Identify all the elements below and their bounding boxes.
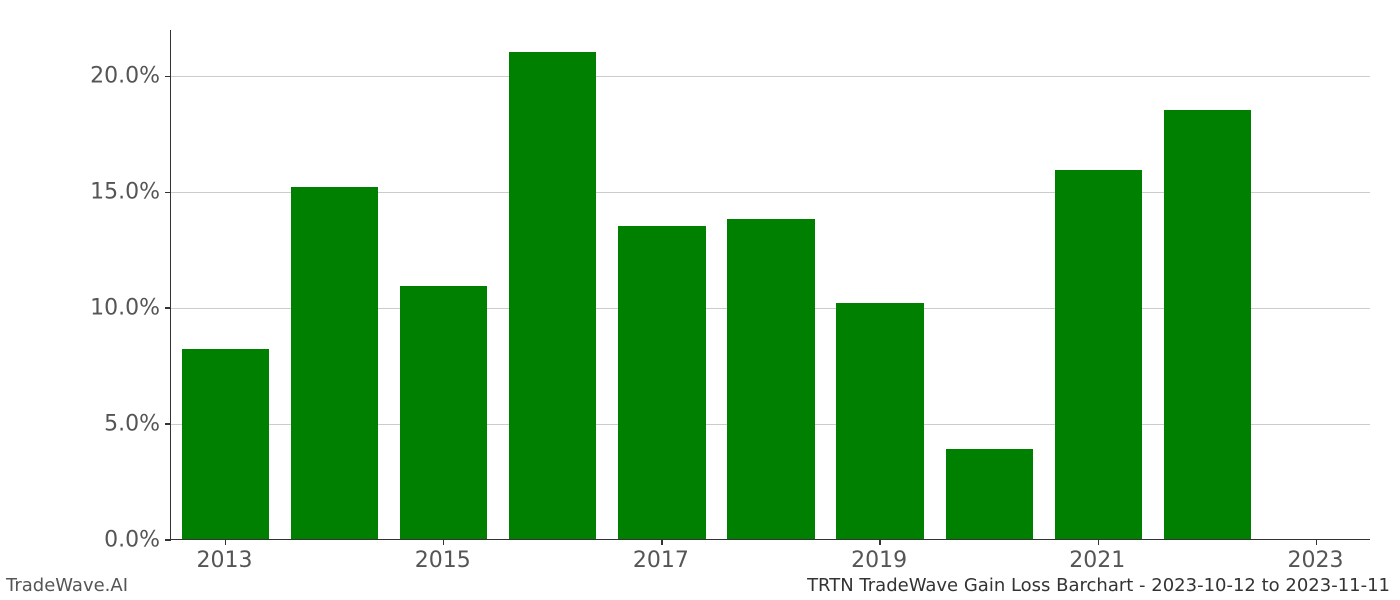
bar <box>509 52 596 539</box>
xtick-label: 2013 <box>197 548 253 573</box>
bar <box>400 286 487 539</box>
bar <box>618 226 705 539</box>
xtick-mark <box>1316 539 1318 545</box>
bar-chart <box>170 30 1370 540</box>
ytick-mark <box>165 76 171 78</box>
bar <box>1055 170 1142 539</box>
xtick-label: 2019 <box>851 548 907 573</box>
bar <box>182 349 269 539</box>
bar <box>1164 110 1251 539</box>
ytick-label: 10.0% <box>90 296 160 321</box>
bar <box>727 219 814 539</box>
ytick-mark <box>165 423 171 425</box>
xtick-mark <box>661 539 663 545</box>
gridline <box>171 76 1370 77</box>
xtick-mark <box>1098 539 1100 545</box>
footer-watermark: TradeWave.AI <box>6 575 128 596</box>
bar <box>946 449 1033 539</box>
ytick-label: 20.0% <box>90 64 160 89</box>
footer-caption: TRTN TradeWave Gain Loss Barchart - 2023… <box>807 575 1390 596</box>
ytick-mark <box>165 192 171 194</box>
xtick-label: 2015 <box>415 548 471 573</box>
bar <box>836 303 923 539</box>
xtick-label: 2023 <box>1287 548 1343 573</box>
ytick-label: 5.0% <box>104 412 160 437</box>
ytick-label: 15.0% <box>90 180 160 205</box>
ytick-mark <box>165 539 171 541</box>
xtick-label: 2017 <box>633 548 689 573</box>
bar <box>291 187 378 539</box>
plot-area <box>170 30 1370 540</box>
xtick-label: 2021 <box>1069 548 1125 573</box>
xtick-mark <box>443 539 445 545</box>
xtick-mark <box>225 539 227 545</box>
xtick-mark <box>879 539 881 545</box>
ytick-mark <box>165 307 171 309</box>
ytick-label: 0.0% <box>104 528 160 553</box>
